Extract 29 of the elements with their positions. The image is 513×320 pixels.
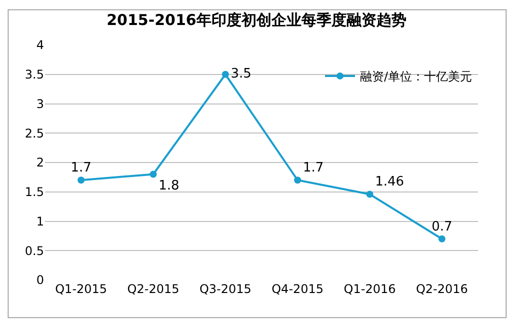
x-tick-label: Q2-2016 — [416, 282, 468, 296]
y-tick-label: 0.5 — [24, 244, 44, 258]
x-tick-label: Q2-2015 — [127, 282, 180, 296]
data-label: 0.7 — [432, 219, 452, 234]
data-label: 1.46 — [375, 174, 404, 190]
point — [438, 235, 446, 242]
point — [366, 190, 374, 198]
legend-label: 融资/单位：十亿美元 — [360, 70, 472, 84]
data-label: 1.7 — [70, 160, 92, 176]
x-tick-label: Q4-2015 — [272, 282, 324, 296]
y-tick-label: 2 — [36, 156, 44, 170]
x-tick-label: Q1-2016 — [344, 282, 396, 296]
y-tick-label: 0 — [36, 273, 44, 288]
point — [78, 176, 85, 184]
data-label: 1.8 — [158, 178, 180, 194]
y-tick-label: 2.5 — [24, 126, 44, 140]
y-tick-label: 1 — [36, 214, 44, 228]
chart-title: 2015-2016年印度初创企业每季度融资趋势 — [106, 10, 406, 29]
point — [150, 170, 157, 178]
x-tick-label: Q3-2015 — [199, 282, 252, 296]
y-tick-label: 3 — [36, 96, 44, 111]
y-tick-label: 3.5 — [24, 68, 44, 82]
x-tick-label: Q1-2015 — [55, 282, 108, 296]
y-tick-label: 4 — [36, 38, 44, 52]
data-label: 3.5 — [230, 66, 252, 82]
y-tick-label: 1.5 — [24, 185, 44, 200]
data-label: 1.7 — [302, 160, 324, 176]
point — [294, 176, 302, 184]
point — [222, 70, 229, 78]
